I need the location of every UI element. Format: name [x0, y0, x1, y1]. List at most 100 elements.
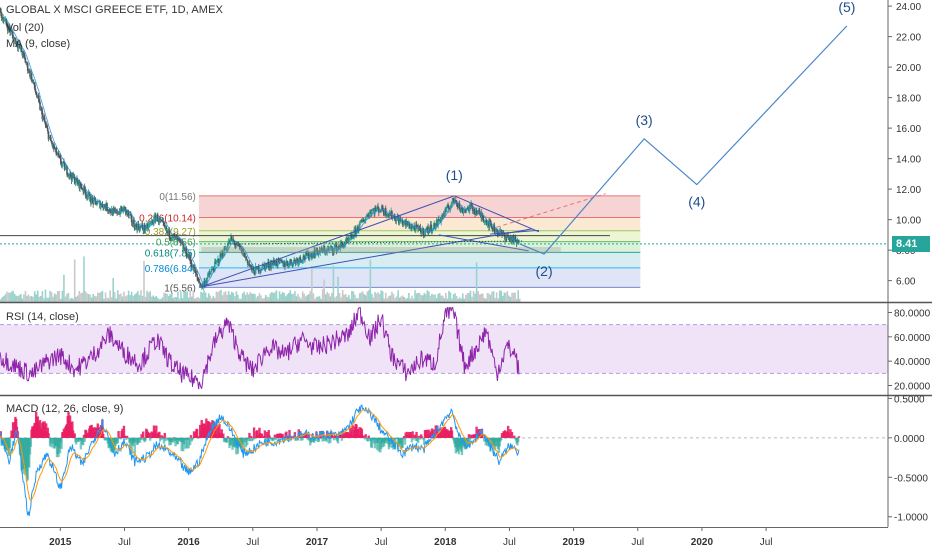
macd-histogram-bar — [416, 437, 420, 444]
candle-body — [195, 273, 198, 274]
volume-bar — [388, 296, 390, 302]
candle-body — [194, 269, 197, 274]
candle-body — [157, 214, 159, 222]
volume-bar — [135, 293, 138, 302]
candle-body — [363, 221, 365, 223]
macd-histogram-bar — [402, 437, 405, 440]
volume-bar — [244, 294, 247, 302]
volume-bar — [378, 294, 381, 302]
macd-histogram-bar — [160, 435, 163, 438]
volume-bar — [511, 292, 513, 302]
volume-bar — [465, 295, 467, 302]
macd-histogram-bar — [263, 430, 267, 438]
volume-bar — [329, 296, 332, 302]
volume-bar — [56, 291, 59, 302]
volume-bar — [346, 297, 349, 302]
volume-bar — [15, 295, 17, 302]
macd-histogram-bar — [389, 437, 392, 445]
volume-bar — [289, 290, 292, 302]
candle-body — [407, 225, 409, 226]
candle-body — [430, 224, 432, 232]
macd-histogram-bar — [148, 437, 152, 441]
macd-histogram-bar — [187, 437, 190, 449]
macd-histogram-bar — [79, 437, 83, 450]
volume-bar — [4, 294, 7, 302]
macd-pane[interactable] — [0, 404, 888, 516]
candle-body — [30, 73, 33, 81]
macd-histogram-bar — [332, 437, 336, 441]
volume-bar — [486, 293, 489, 302]
candle-body — [286, 261, 288, 264]
volume-bar — [104, 292, 107, 302]
macd-histogram-bar — [511, 437, 514, 439]
volume-bar — [469, 290, 472, 302]
macd-histogram-bar — [440, 427, 444, 438]
candle-body — [455, 199, 457, 201]
candle-body — [44, 122, 47, 125]
elliott-wave-drawings[interactable]: (1) (2) (3) (4) (5) — [0, 0, 888, 288]
volume-bar — [124, 296, 127, 302]
macd-histogram-bar — [325, 437, 328, 442]
candle-body — [466, 208, 469, 210]
volume-bar — [120, 293, 122, 302]
elliott-wave-label: (3) — [636, 112, 653, 128]
candle-body — [227, 244, 229, 249]
candle-body — [197, 279, 200, 282]
candle-body — [465, 208, 468, 211]
rsi-pane[interactable] — [0, 307, 888, 390]
volume-bar — [215, 291, 218, 302]
volume-bar — [451, 298, 453, 302]
macd-signal-line — [0, 409, 520, 502]
candle-body — [299, 257, 302, 260]
candle-body — [473, 208, 476, 213]
macd-histogram-bar — [427, 429, 431, 438]
candle-body — [23, 54, 26, 59]
volume-bar — [55, 294, 58, 302]
volume-bar — [287, 292, 290, 302]
candle-body — [17, 45, 20, 49]
volume-bar — [277, 298, 279, 302]
volume-bar — [44, 289, 47, 302]
candle-body — [456, 203, 459, 206]
volume-bar — [408, 292, 410, 302]
macd-histogram-bar — [265, 431, 269, 438]
candle-body — [212, 268, 215, 271]
volume-bar — [229, 294, 232, 302]
fibonacci-retracement[interactable]: 0(11.56) 0.236(10.14) 0.382(9.27)0.5(8.56)… — [139, 192, 641, 295]
volume-bar — [480, 293, 483, 302]
volume-bar — [217, 292, 219, 302]
macd-histogram-bar — [188, 437, 192, 446]
candle-body — [11, 31, 14, 35]
macd-histogram-bar — [299, 437, 303, 441]
candle-body — [268, 267, 271, 268]
macd-histogram-bar — [272, 437, 276, 440]
candle-body — [139, 226, 141, 231]
candle-body — [179, 239, 181, 241]
candle-body — [198, 281, 201, 283]
volume-bar — [209, 295, 212, 302]
candle-body — [461, 207, 463, 210]
volume-bar — [110, 297, 113, 302]
macd-histogram-bar — [91, 428, 95, 438]
volume-bar — [395, 296, 398, 302]
macd-histogram-bar — [305, 432, 308, 438]
macd-histogram-bar — [245, 437, 249, 446]
candle-body — [331, 246, 333, 248]
macd-histogram-bar — [371, 437, 374, 441]
macd-histogram-bar — [248, 432, 251, 438]
candle-body — [367, 215, 369, 217]
macd-histogram-bar — [419, 434, 423, 438]
volume-bar — [3, 296, 5, 302]
macd-histogram-bar — [475, 426, 478, 438]
candle-body — [23, 52, 25, 55]
volume-bar — [488, 293, 490, 302]
candle-body — [55, 147, 58, 155]
volume-bar — [348, 295, 350, 302]
macd-histogram-bar — [423, 437, 426, 445]
macd-histogram-bar — [436, 425, 439, 438]
candle-body — [513, 237, 516, 243]
volume-bar — [150, 296, 153, 302]
volume-bar — [203, 290, 205, 302]
macd-histogram-bar — [426, 429, 429, 438]
